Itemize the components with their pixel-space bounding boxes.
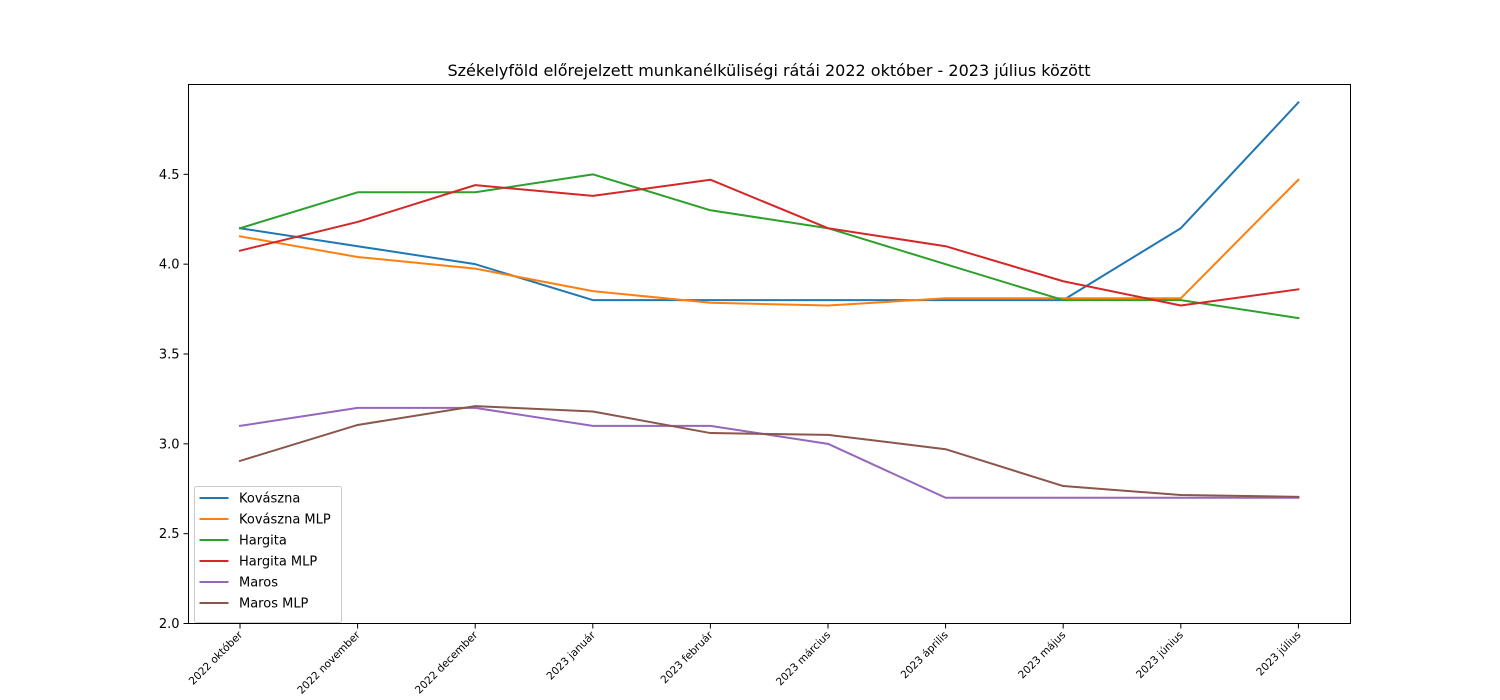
x-tick-label: 2023 március [774, 629, 833, 688]
x-tick-label: 2023 július [1254, 629, 1303, 678]
legend-entry-5: Maros MLP [199, 597, 309, 612]
legend-box [194, 486, 342, 623]
y-axis: 2.0 2.5 3.0 3.5 4.0 4.5 [159, 168, 189, 632]
series-line-2 [238, 173, 1300, 320]
legend-label: Maros MLP [239, 597, 309, 612]
series-layer [238, 101, 1300, 499]
plot-area-frame [188, 84, 1351, 624]
legend-label: Kovászna [239, 492, 300, 507]
legend-label: Kovászna MLP [239, 513, 331, 528]
legend-entry-4: Maros [199, 576, 278, 591]
x-tick-label: 2023 április [899, 629, 951, 681]
y-tick-label: 2.5 [159, 527, 180, 542]
x-tick-label: 2023 február [659, 629, 716, 686]
x-tick-label: 2022 október [187, 629, 246, 688]
y-tick-label: 2.0 [159, 617, 180, 632]
series-line-0 [238, 101, 1300, 302]
x-axis: 2022 október 2022 november 2022 december 20… [187, 623, 1304, 697]
x-tick-label: 2023 június [1134, 629, 1186, 681]
legend-label: Hargita MLP [239, 555, 317, 570]
y-tick-label: 3.5 [159, 348, 180, 363]
x-tick-label: 2023 május [1016, 629, 1068, 681]
y-tick-label: 4.0 [159, 258, 180, 273]
series-line-4 [238, 406, 1300, 499]
y-tick-label: 4.5 [159, 168, 180, 183]
x-tick-label: 2023 január [545, 629, 599, 683]
legend-entry-3: Hargita MLP [199, 555, 317, 570]
chart-title: Székelyföld előrejelzett munkanélküliség… [448, 61, 1091, 80]
legend-entry-2: Hargita [199, 534, 287, 549]
legend: Kovászna Kovászna MLP Hargita Hargita MLP Ma… [194, 486, 342, 623]
y-tick-label: 3.0 [159, 437, 180, 452]
legend-entry-0: Kovászna [199, 492, 300, 507]
x-tick-label: 2022 december [413, 629, 481, 697]
x-tick-label: 2022 november [295, 629, 363, 697]
series-line-5 [238, 405, 1300, 498]
legend-label: Maros [239, 576, 278, 591]
legend-label: Hargita [239, 534, 287, 549]
series-line-3 [238, 178, 1300, 307]
legend-entry-1: Kovászna MLP [199, 513, 331, 528]
series-line-1 [238, 178, 1300, 307]
